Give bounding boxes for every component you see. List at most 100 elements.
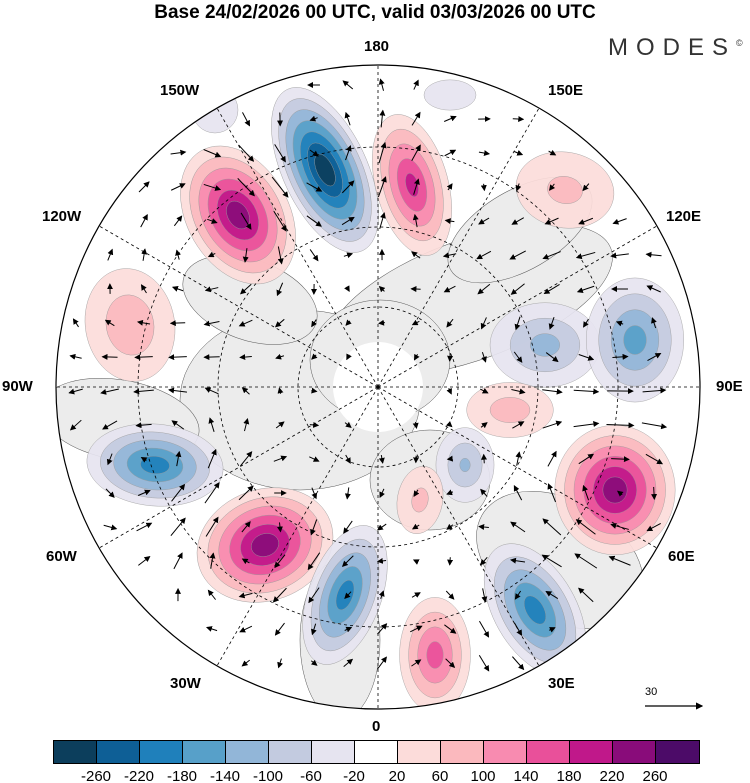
wind-arrow	[344, 487, 351, 500]
wind-arrow	[578, 354, 595, 361]
wind-arrow	[241, 387, 250, 395]
colorbar-tick-label: 20	[388, 768, 406, 783]
wind-arrow	[478, 217, 490, 225]
wind-arrow	[205, 626, 218, 632]
wind-arrow	[578, 453, 595, 465]
wind-arrow	[583, 318, 589, 328]
wind-arrow	[242, 248, 249, 263]
wind-arrow	[378, 78, 385, 91]
wind-arrow	[104, 319, 115, 327]
wind-arrow	[446, 183, 453, 191]
anomaly-contour	[140, 455, 170, 475]
anomaly-contour	[423, 79, 477, 111]
wind-arrow	[582, 183, 590, 192]
wind-arrow	[578, 587, 594, 603]
wind-arrow	[275, 353, 285, 360]
wind-arrow	[608, 555, 631, 566]
wind-arrow	[272, 587, 287, 603]
wind-arrow	[170, 517, 186, 536]
colorbar-swatch	[226, 741, 269, 763]
colorbar-tick-label: 100	[470, 768, 496, 783]
anomaly-contour	[547, 176, 583, 204]
wind-arrow	[341, 555, 354, 567]
wind-arrow	[548, 317, 555, 330]
wind-arrow	[480, 183, 487, 192]
wind-arrow	[515, 451, 522, 466]
wind-arrow	[478, 150, 491, 156]
wind-arrow	[541, 554, 562, 568]
wind-arrow	[547, 483, 557, 503]
colorbar-tick-label: 140	[513, 768, 539, 783]
colorbar-swatch	[570, 741, 613, 763]
wind-arrow	[277, 246, 284, 265]
wind-arrow	[446, 387, 452, 395]
wind-arrow	[243, 417, 250, 432]
wind-arrow	[410, 625, 423, 633]
wind-arrow	[136, 522, 153, 532]
wind-arrow	[574, 553, 598, 569]
wind-arrow	[480, 556, 488, 566]
anomaly-contour	[602, 476, 628, 504]
wind-arrow	[205, 516, 219, 537]
colorbar-tick-label: -180	[166, 768, 198, 783]
anomaly-contour	[459, 458, 471, 472]
wind-arrow	[481, 352, 487, 363]
wind-arrow	[311, 319, 317, 328]
wind-arrow	[478, 524, 489, 530]
wind-arrow	[69, 353, 82, 360]
wind-arrow	[238, 485, 254, 501]
modes-logo: MODES©	[608, 34, 743, 62]
wind-arrow	[273, 455, 288, 462]
latitude-circle	[217, 226, 539, 548]
wind-arrow	[310, 659, 318, 666]
wind-arrow	[343, 520, 353, 534]
anomaly-contour	[489, 397, 531, 423]
wind-arrow	[308, 587, 320, 604]
wind-arrow	[548, 149, 557, 156]
wind-arrow	[542, 251, 561, 260]
wind-arrow	[204, 286, 219, 293]
wind-arrow	[208, 417, 215, 432]
wind-arrow	[341, 180, 355, 194]
wind-arrow	[542, 518, 562, 536]
wind-arrow	[443, 285, 456, 293]
wind-arrow	[376, 523, 387, 531]
wind-arrow	[548, 627, 556, 633]
anomaly-contour	[530, 333, 560, 357]
figure-title: Base 24/02/2026 00 UTC, valid 03/03/2026…	[154, 2, 596, 23]
wind-arrow	[545, 590, 559, 599]
wind-arrow	[477, 283, 491, 295]
wind-arrow	[378, 285, 386, 293]
wind-arrow	[575, 251, 596, 260]
wind-arrow	[239, 451, 253, 467]
wind-arrow	[238, 144, 255, 162]
lon-label-60w: 60W	[46, 548, 77, 565]
wind-arrow	[344, 626, 353, 633]
anomaly-contour	[226, 200, 250, 230]
wind-arrow	[274, 554, 286, 569]
wind-arrow	[343, 658, 354, 668]
wind-arrow	[411, 251, 421, 259]
wind-arrow	[170, 149, 187, 156]
wind-arrow	[274, 144, 286, 163]
wind-arrow	[170, 183, 186, 191]
wind-arrow	[377, 656, 387, 670]
wind-arrow	[411, 111, 421, 126]
colorbar	[53, 740, 700, 764]
wind-arrow	[344, 285, 350, 292]
wind-arrow	[133, 388, 154, 395]
wind-arrow	[275, 421, 285, 429]
wind-arrow	[102, 420, 118, 430]
wind-arrow	[106, 453, 113, 466]
wind-arrow	[413, 353, 420, 361]
wind-arrow	[68, 388, 83, 395]
wind-arrow	[513, 150, 524, 156]
wind-arrow	[645, 453, 664, 465]
wind-arrow	[239, 354, 252, 361]
wind-arrow	[547, 450, 557, 467]
wind-arrow	[379, 109, 386, 128]
wind-arrow	[543, 284, 560, 295]
wind-arrow	[480, 488, 488, 497]
lon-label-60e: 60E	[668, 548, 695, 565]
wind-arrow	[345, 454, 351, 464]
